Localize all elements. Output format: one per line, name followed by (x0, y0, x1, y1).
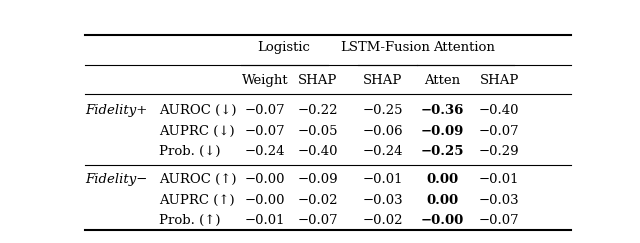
Text: Prob. (↑): Prob. (↑) (159, 214, 221, 226)
Text: −0.05: −0.05 (298, 125, 338, 138)
Text: −0.07: −0.07 (297, 214, 338, 226)
Text: −0.36: −0.36 (420, 104, 464, 117)
Text: −0.09: −0.09 (297, 173, 338, 186)
Text: Fidelity−: Fidelity− (85, 173, 147, 186)
Text: −0.00: −0.00 (420, 214, 464, 226)
Text: AUROC (↓): AUROC (↓) (159, 104, 237, 117)
Text: −0.29: −0.29 (479, 145, 520, 158)
Text: −0.01: −0.01 (244, 214, 285, 226)
Text: Logistic: Logistic (257, 41, 310, 54)
Text: LSTM-Fusion: LSTM-Fusion (340, 41, 430, 54)
Text: 0.00: 0.00 (426, 194, 458, 207)
Text: −0.40: −0.40 (479, 104, 520, 117)
Text: −0.02: −0.02 (298, 194, 338, 207)
Text: −0.24: −0.24 (363, 145, 403, 158)
Text: −0.03: −0.03 (479, 194, 520, 207)
Text: AUPRC (↑): AUPRC (↑) (159, 194, 235, 207)
Text: −0.00: −0.00 (244, 194, 285, 207)
Text: −0.06: −0.06 (363, 125, 403, 138)
Text: Atten: Atten (424, 74, 460, 87)
Text: Attention: Attention (433, 41, 495, 54)
Text: Weight: Weight (242, 74, 289, 87)
Text: −0.01: −0.01 (363, 173, 403, 186)
Text: −0.25: −0.25 (363, 104, 403, 117)
Text: 0.00: 0.00 (426, 173, 458, 186)
Text: AUROC (↑): AUROC (↑) (159, 173, 237, 186)
Text: −0.22: −0.22 (298, 104, 338, 117)
Text: AUPRC (↓): AUPRC (↓) (159, 125, 235, 138)
Text: −0.25: −0.25 (420, 145, 464, 158)
Text: SHAP: SHAP (364, 74, 403, 87)
Text: −0.03: −0.03 (363, 194, 403, 207)
Text: SHAP: SHAP (479, 74, 519, 87)
Text: Prob. (↓): Prob. (↓) (159, 145, 221, 158)
Text: −0.07: −0.07 (244, 104, 285, 117)
Text: −0.07: −0.07 (479, 125, 520, 138)
Text: −0.01: −0.01 (479, 173, 520, 186)
Text: −0.07: −0.07 (479, 214, 520, 226)
Text: −0.24: −0.24 (244, 145, 285, 158)
Text: −0.09: −0.09 (420, 125, 464, 138)
Text: −0.40: −0.40 (298, 145, 338, 158)
Text: SHAP: SHAP (298, 74, 337, 87)
Text: −0.00: −0.00 (244, 173, 285, 186)
Text: −0.02: −0.02 (363, 214, 403, 226)
Text: −0.07: −0.07 (244, 125, 285, 138)
Text: Fidelity+: Fidelity+ (85, 104, 147, 117)
